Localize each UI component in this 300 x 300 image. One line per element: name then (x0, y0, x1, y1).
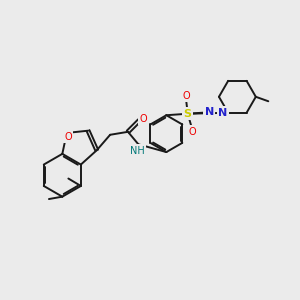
Text: O: O (189, 127, 196, 136)
Text: NH: NH (130, 146, 144, 156)
Text: S: S (184, 109, 192, 119)
Text: O: O (139, 114, 147, 124)
Text: O: O (64, 132, 72, 142)
Text: O: O (182, 91, 190, 101)
Text: N: N (205, 107, 214, 117)
Text: N: N (218, 108, 227, 118)
